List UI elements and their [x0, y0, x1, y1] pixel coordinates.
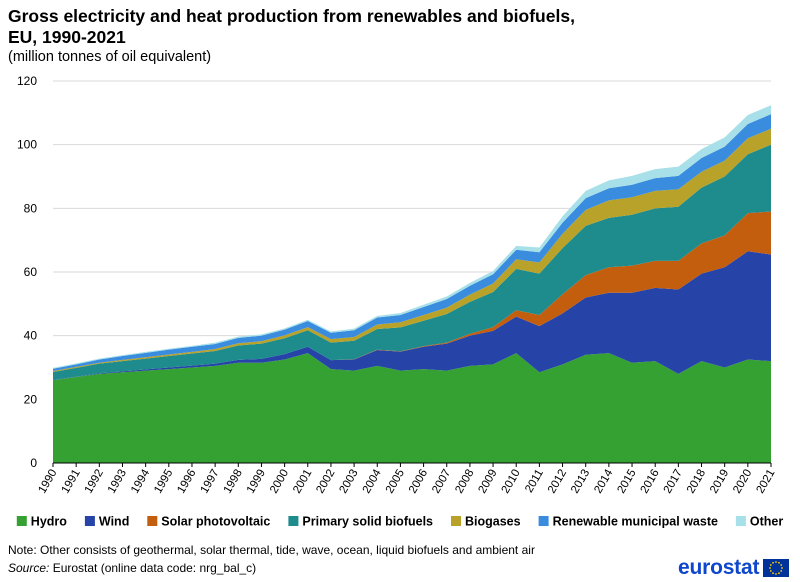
flag-star: [781, 567, 784, 569]
x-tick-label: 2009: [476, 468, 499, 496]
legend-item: Wind: [84, 515, 129, 529]
x-tick-label: 2010: [500, 468, 523, 496]
legend-item: Hydro: [16, 515, 67, 529]
x-tick-label: 1990: [36, 468, 59, 496]
legend-swatch: [451, 516, 461, 526]
x-tick-label: 1994: [129, 467, 152, 496]
x-tick-label: 2019: [708, 468, 731, 496]
x-tick-label: 1995: [152, 468, 175, 496]
legend-label: Hydro: [31, 515, 67, 529]
x-tick-label: 2001: [291, 468, 314, 496]
x-tick-label: 2012: [546, 468, 569, 496]
flag-star: [778, 561, 781, 564]
flag-star: [775, 561, 778, 563]
y-tick-label: 100: [17, 138, 37, 152]
chart-title: Gross electricity and heat production fr…: [8, 6, 708, 48]
legend-label: Biogases: [465, 515, 521, 529]
x-tick-label: 2014: [592, 467, 615, 496]
x-tick-label: 1991: [60, 468, 83, 496]
x-tick-label: 2005: [384, 468, 407, 496]
area-series-group: [53, 105, 771, 463]
x-tick-label: 2007: [430, 468, 453, 496]
x-tick-label: 2003: [338, 468, 361, 496]
x-tick-label: 2015: [615, 468, 638, 496]
y-tick-label: 40: [24, 329, 38, 343]
y-axis-tick-labels: 0 20 40 60 80 100 120: [17, 74, 37, 470]
x-tick-label: 2004: [361, 467, 384, 496]
y-tick-label: 20: [24, 392, 38, 406]
source-label: Source:: [8, 561, 50, 575]
flag-star: [780, 570, 783, 572]
x-tick-label: 2011: [523, 468, 546, 495]
x-tick-label: 2013: [569, 468, 592, 496]
x-tick-label: 1999: [245, 468, 268, 496]
x-tick-label: 1996: [175, 468, 198, 496]
flag-star: [772, 572, 775, 575]
legend: Hydro Wind Solar photovoltaic Primary solid…: [16, 515, 783, 529]
flag-star: [775, 573, 778, 575]
legend-swatch: [84, 516, 95, 526]
legend-swatch: [288, 516, 299, 526]
legend-swatch: [735, 516, 746, 526]
flag-star: [770, 570, 772, 572]
area-hydro: [53, 353, 771, 463]
legend-label: Renewable municipal waste: [553, 515, 718, 529]
y-tick-label: 80: [24, 201, 38, 215]
logo-wordmark: eurostat: [678, 556, 760, 579]
x-tick-label: 1993: [106, 468, 129, 496]
x-tick-label: 2018: [685, 468, 708, 496]
area-biogases: [53, 128, 771, 372]
legend-label: Solar photovoltaic: [161, 515, 270, 529]
x-axis-tick-labels: 1990 1991 1992 1993 1994 1995 1996 1997 1998 1999…: [36, 467, 777, 496]
legend-item: Other: [735, 515, 783, 529]
legend-item: Renewable municipal waste: [538, 515, 718, 529]
legend-item: Biogases: [451, 515, 521, 529]
x-tick-label: 2017: [662, 468, 685, 496]
x-tick-label: 2006: [407, 468, 430, 496]
stacked-area-chart: 0 20 40 60 80 100 120 1990 1991 1992 1993 1994 1995…: [16, 74, 783, 529]
axes: [52, 462, 772, 467]
area-primary-solid-biofuels: [53, 144, 771, 380]
source-line: Source: Eurostat (online data code: nrg_…: [8, 561, 256, 575]
legend-label: Wind: [99, 515, 129, 529]
x-tick-label: 2000: [268, 468, 291, 496]
flag-star: [770, 564, 772, 566]
flag-star: [772, 561, 775, 564]
flag-star: [769, 567, 772, 569]
eurostat-logo: eurostat: [678, 556, 790, 580]
chart-subtitle: (million tonnes of oil equivalent): [8, 49, 212, 65]
x-tick-label: 2008: [453, 468, 476, 496]
flag-star: [780, 564, 783, 566]
legend-swatch: [538, 516, 549, 526]
legend-swatch: [16, 516, 27, 526]
y-tick-label: 120: [17, 74, 37, 88]
legend-item: Solar photovoltaic: [147, 515, 270, 529]
y-tick-label: 0: [30, 456, 37, 470]
x-tick-label: 1997: [199, 468, 222, 496]
footnote: Note: Other consists of geothermal, sola…: [8, 543, 535, 557]
x-tick-label: 2016: [639, 468, 662, 496]
chart-title-line-1: Gross electricity and heat production fr…: [8, 6, 575, 26]
x-tick-label: 1992: [83, 468, 106, 496]
chart-title-line-2: EU, 1990-2021: [8, 27, 126, 47]
x-tick-label: 2002: [314, 468, 337, 496]
x-tick-label: 2020: [731, 468, 754, 496]
legend-swatch: [147, 516, 158, 526]
legend-label: Primary solid biofuels: [302, 515, 433, 529]
area-wind: [53, 251, 771, 381]
legend-label: Other: [750, 515, 783, 529]
source-text: Eurostat (online data code: nrg_bal_c): [49, 561, 257, 575]
x-tick-label: 2021: [754, 468, 777, 496]
eu-flag-icon: [763, 559, 790, 577]
y-tick-label: 60: [24, 265, 38, 279]
flag-star: [778, 572, 781, 575]
x-tick-label: 1998: [222, 468, 245, 496]
legend-item: Primary solid biofuels: [288, 515, 433, 529]
